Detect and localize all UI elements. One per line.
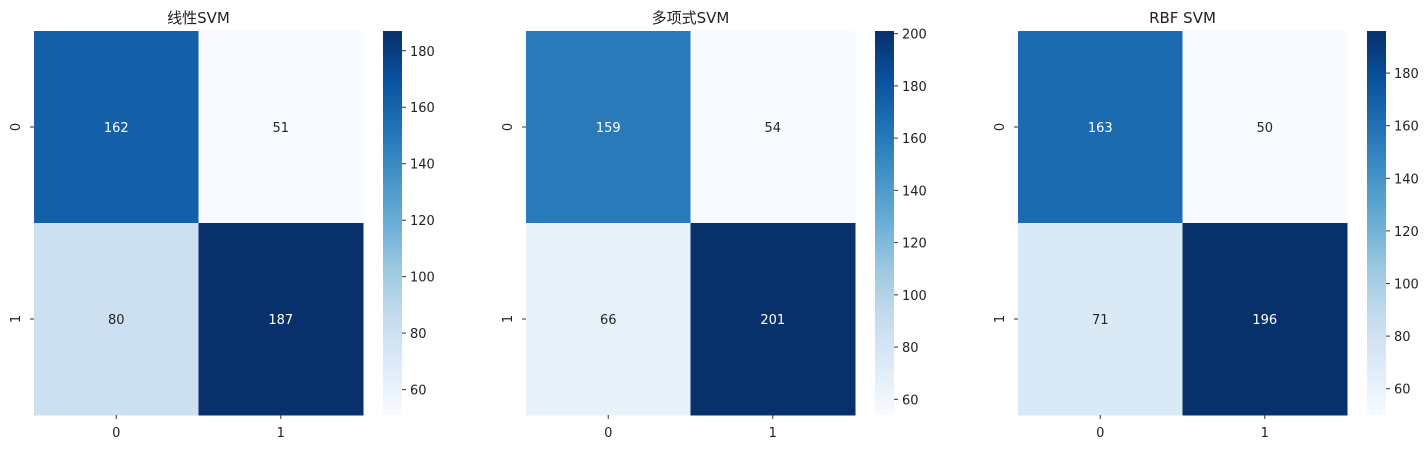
- heatmap-cell: [1018, 31, 1183, 224]
- heatmap-cell: [1182, 223, 1348, 416]
- colorbar-tick-label: 80: [1394, 330, 1411, 345]
- heatmap-cell: [526, 223, 691, 416]
- heatmap-cell: [34, 223, 199, 416]
- colorbar-tick-label: 80: [410, 327, 427, 342]
- x-tick-label: 0: [112, 426, 120, 441]
- heatmap-cell: [526, 31, 691, 224]
- cell-value-label: 50: [1256, 121, 1273, 136]
- colorbar-tick-label: 180: [1394, 67, 1419, 82]
- colorbar-tick-label: 60: [410, 384, 427, 399]
- cell-value-label: 162: [104, 121, 129, 136]
- x-tick-label: 1: [277, 426, 285, 441]
- colorbar-tick-label: 160: [410, 101, 435, 116]
- colorbar-tick-label: 120: [410, 214, 435, 229]
- colorbar-tick-label: 160: [1394, 120, 1419, 135]
- colorbar-tick-label: 160: [902, 132, 927, 147]
- heatmap-cell: [1018, 223, 1183, 416]
- colorbar-tick-label: 120: [1394, 225, 1419, 240]
- colorbar-tick-label: 80: [902, 341, 919, 356]
- cell-value-label: 80: [108, 313, 125, 328]
- colorbar: [1367, 31, 1386, 415]
- colorbar-tick-label: 180: [902, 80, 927, 95]
- y-tick-label: 1: [993, 315, 1008, 323]
- colorbar-tick-label: 120: [902, 237, 927, 252]
- colorbar: [875, 31, 894, 415]
- colorbar-tick-label: 60: [902, 393, 919, 408]
- colorbar: [383, 31, 402, 415]
- cell-value-label: 163: [1088, 121, 1113, 136]
- y-tick-label: 1: [501, 315, 516, 323]
- colorbar-tick-label: 100: [1394, 277, 1419, 292]
- heatmap-cell: [34, 31, 199, 224]
- colorbar-tick-label: 140: [1394, 172, 1419, 187]
- y-tick-label: 1: [9, 315, 24, 323]
- x-tick-label: 1: [1261, 426, 1269, 441]
- colorbar-tick-label: 60: [1394, 383, 1411, 398]
- colorbar-tick-label: 140: [410, 158, 435, 173]
- heatmap-cell: [690, 223, 856, 416]
- cell-value-label: 71: [1092, 313, 1109, 328]
- panel-title: 线性SVM: [167, 9, 230, 27]
- colorbar-tick-label: 200: [902, 28, 927, 43]
- colorbar-tick-label: 100: [902, 289, 927, 304]
- heatmap-cell: [690, 31, 856, 224]
- y-tick-label: 0: [9, 123, 24, 131]
- colorbar-tick-label: 180: [410, 45, 435, 60]
- heatmap-cell: [198, 31, 364, 224]
- heatmap-cell: [198, 223, 364, 416]
- cell-value-label: 54: [764, 121, 781, 136]
- heatmap-cell: [1182, 31, 1348, 224]
- x-tick-label: 0: [1096, 426, 1104, 441]
- x-tick-label: 0: [604, 426, 612, 441]
- cell-value-label: 196: [1252, 313, 1277, 328]
- panel-title: 多项式SVM: [652, 9, 730, 27]
- y-tick-label: 0: [993, 123, 1008, 131]
- colorbar-tick-label: 140: [902, 184, 927, 199]
- panel-title: RBF SVM: [1149, 9, 1216, 27]
- cell-value-label: 201: [760, 313, 785, 328]
- cell-value-label: 159: [596, 121, 621, 136]
- y-tick-label: 0: [501, 123, 516, 131]
- cell-value-label: 51: [272, 121, 289, 136]
- cell-value-label: 187: [268, 313, 293, 328]
- colorbar-tick-label: 100: [410, 271, 435, 286]
- cell-value-label: 66: [600, 313, 617, 328]
- x-tick-label: 1: [769, 426, 777, 441]
